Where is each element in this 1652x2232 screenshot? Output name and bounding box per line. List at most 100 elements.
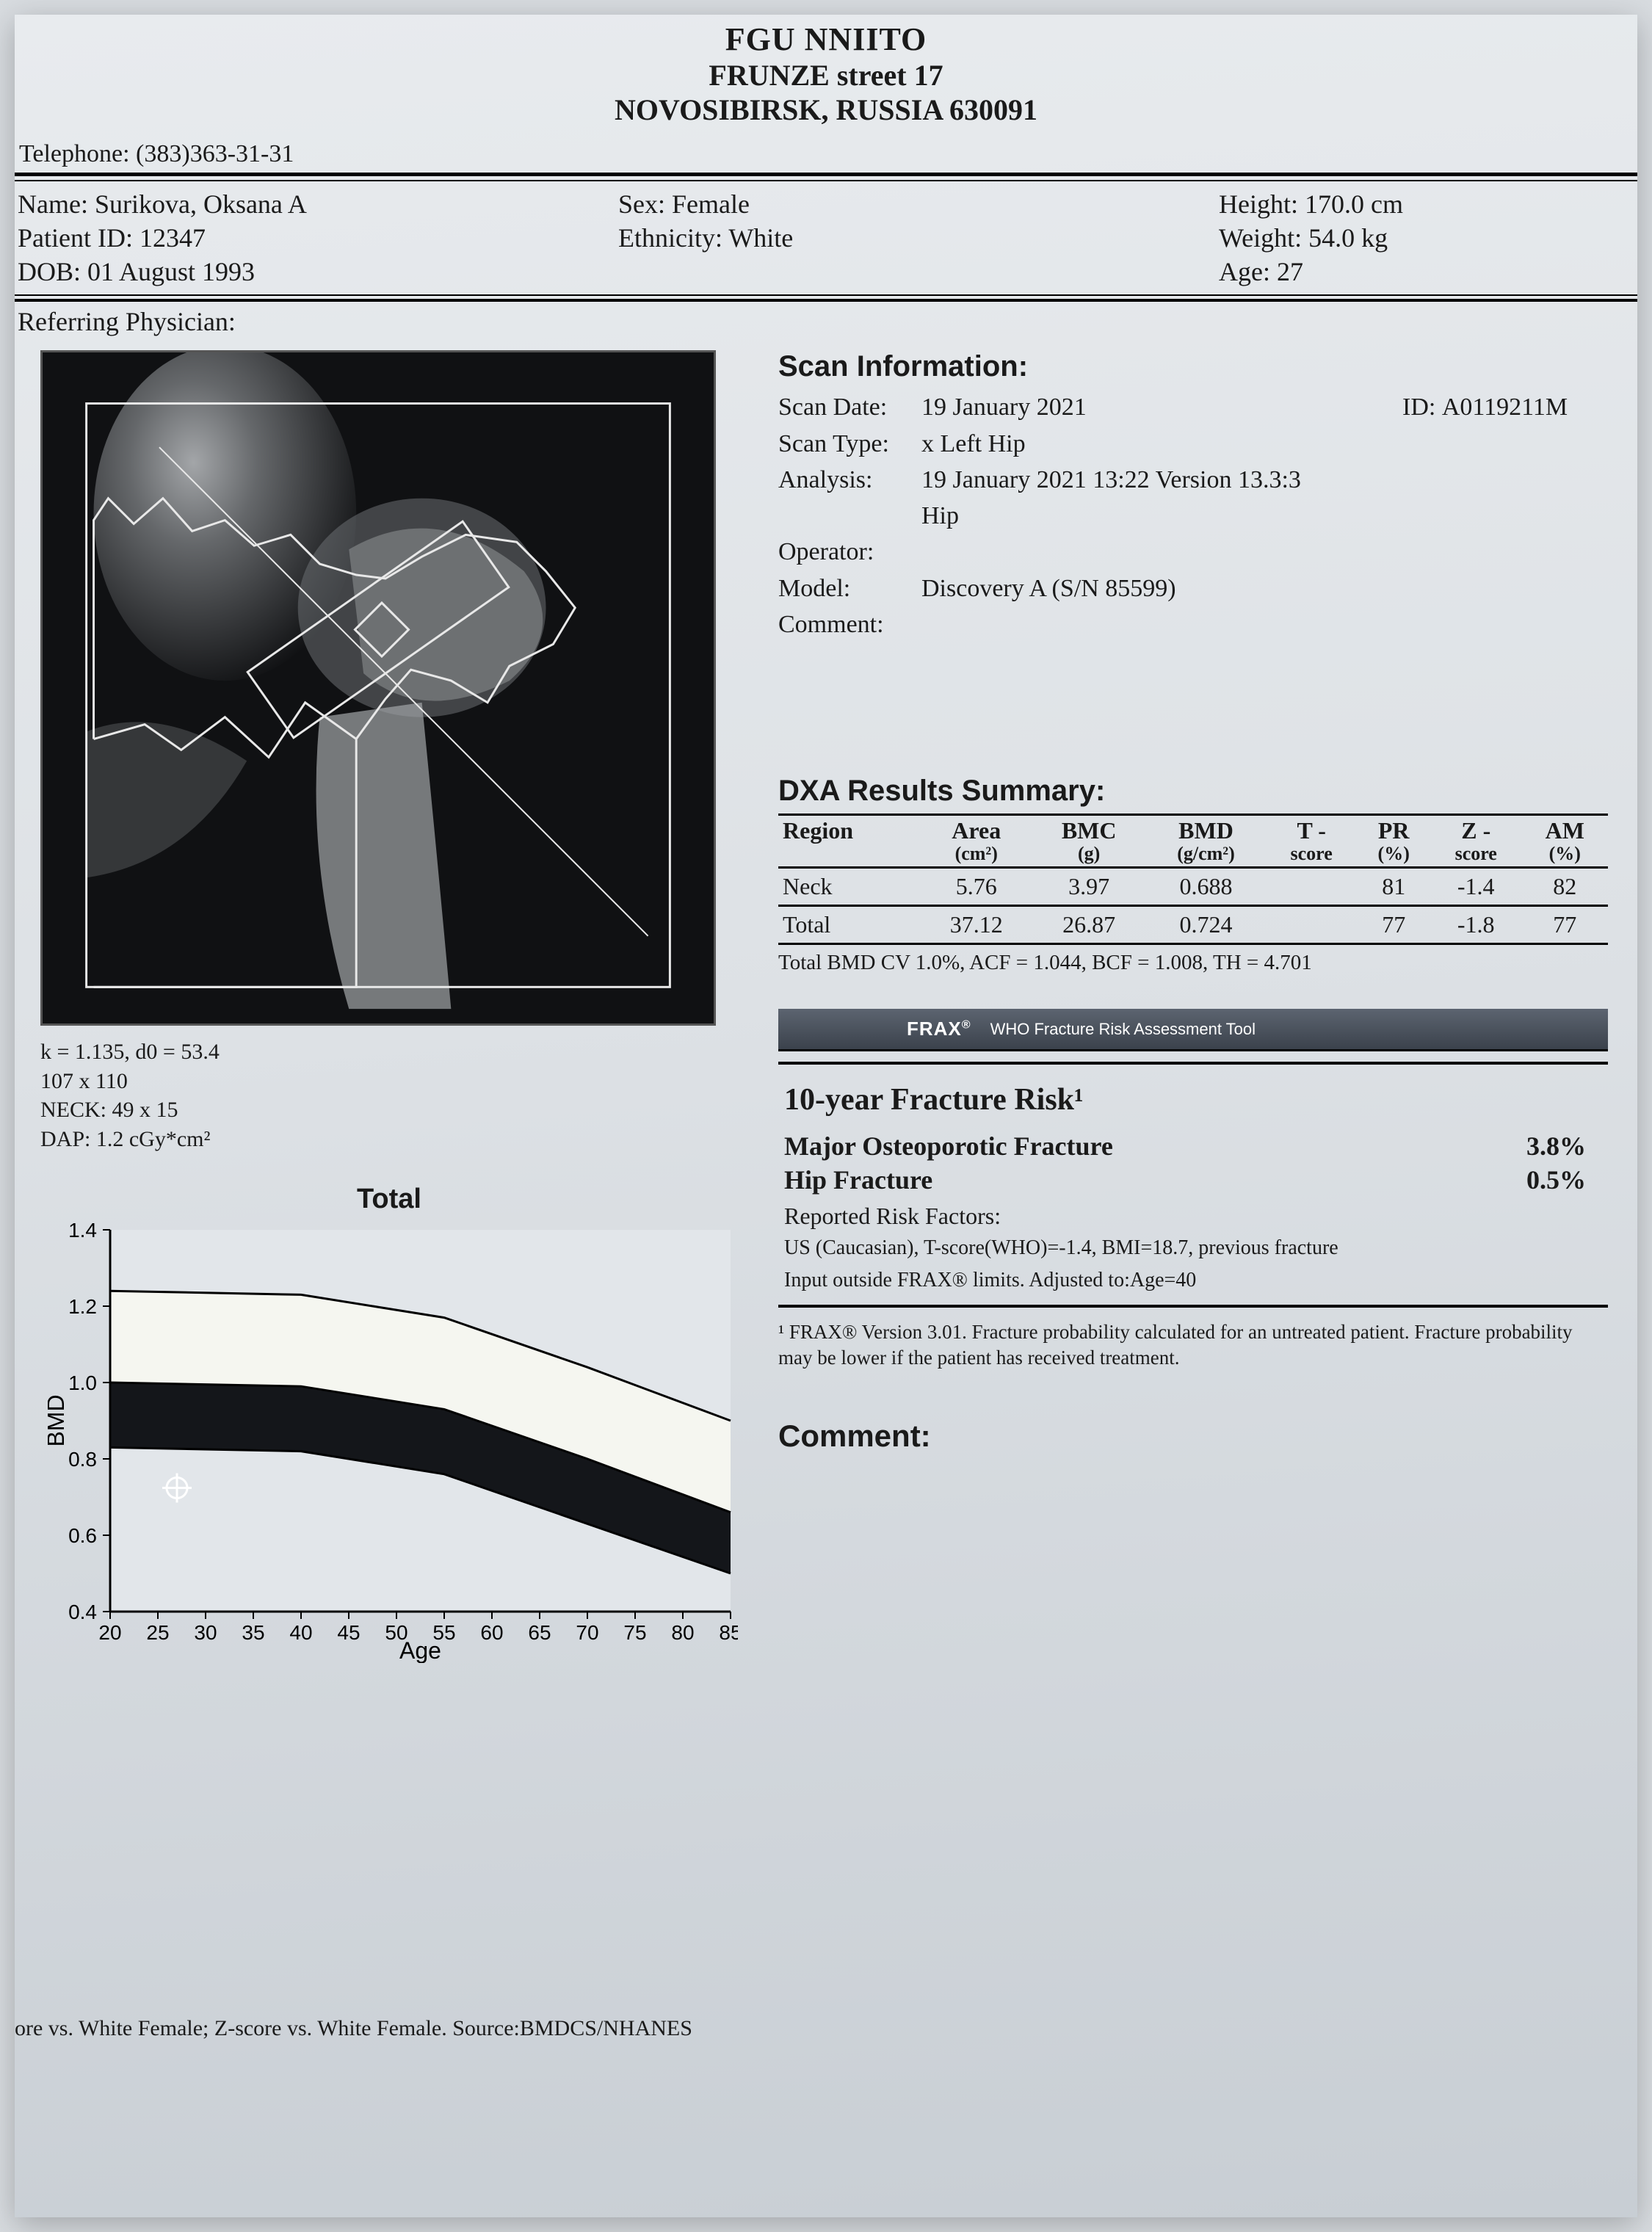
dxa-scan-image xyxy=(40,350,716,1026)
svg-text:70: 70 xyxy=(576,1621,598,1644)
frax-adjust: Input outside FRAX® limits. Adjusted to:… xyxy=(784,1267,1586,1294)
operator-label: Operator: xyxy=(778,534,921,570)
frax-label: Major Osteoporotic Fracture xyxy=(784,1131,1476,1162)
frax-value: 0.5% xyxy=(1476,1164,1586,1195)
patient-sex: Sex: Female xyxy=(618,187,1219,221)
svg-text:40: 40 xyxy=(289,1621,312,1644)
telephone: Telephone: (383)363-31-31 xyxy=(15,140,1637,168)
city: NOVOSIBIRSK, RUSSIA 630091 xyxy=(15,93,1637,127)
scan-info: Scan Date: 19 January 2021 ID: A0119211M… xyxy=(778,389,1608,642)
patient-id: Patient ID: 12347 xyxy=(18,221,618,255)
svg-text:0.4: 0.4 xyxy=(68,1601,97,1623)
scan-date-label: Scan Date: xyxy=(778,389,921,425)
svg-text:25: 25 xyxy=(146,1621,169,1644)
svg-text:65: 65 xyxy=(528,1621,551,1644)
frax-subtitle: WHO Fracture Risk Assessment Tool xyxy=(990,1020,1256,1039)
dxa-cell xyxy=(1266,868,1358,906)
frax-header: FRAX® WHO Fracture Risk Assessment Tool xyxy=(778,1009,1608,1051)
dxa-col-area: Area(cm²) xyxy=(921,815,1032,868)
dxa-cell: Neck xyxy=(778,868,921,906)
frax-title: 10-year Fracture Risk¹ xyxy=(784,1082,1586,1117)
dxa-cell: 82 xyxy=(1522,868,1608,906)
dxa-table: RegionArea(cm²)BMC(g)BMD(g/cm²)T -scoreP… xyxy=(778,814,1608,945)
analysis-value: 19 January 2021 13:22 Version 13.3:3 xyxy=(921,462,1608,498)
frax-note: ¹ FRAX® Version 3.01. Fracture probabili… xyxy=(778,1319,1608,1371)
bmd-age-chart: 0.40.60.81.01.21.42025303540455055606570… xyxy=(48,1222,738,1669)
scan-id: A0119211M xyxy=(1442,394,1568,421)
patient-weight: Weight: 54.0 kg xyxy=(1219,221,1571,255)
model-value: Discovery A (S/N 85599) xyxy=(921,570,1608,606)
svg-text:30: 30 xyxy=(194,1621,217,1644)
scan-type-label: Scan Type: xyxy=(778,426,921,462)
frax-row: Hip Fracture0.5% xyxy=(784,1164,1586,1195)
dxa-cell: 77 xyxy=(1522,906,1608,944)
svg-text:BMD: BMD xyxy=(48,1394,69,1446)
svg-text:1.4: 1.4 xyxy=(68,1222,97,1242)
dxa-cell: -1.8 xyxy=(1430,906,1522,944)
svg-text:20: 20 xyxy=(98,1621,121,1644)
dxa-cell: 0.724 xyxy=(1146,906,1266,944)
scan-type: x Left Hip xyxy=(921,426,1608,462)
svg-text:1.2: 1.2 xyxy=(68,1295,97,1318)
divider xyxy=(15,173,1637,181)
comment-heading: Comment: xyxy=(778,1418,1608,1454)
patient-name: Name: Surikova, Oksana A xyxy=(18,187,618,221)
note-neck: NECK: 49 x 15 xyxy=(40,1095,738,1125)
analysis-sub: Hip xyxy=(921,498,1608,534)
patient-age: Age: 27 xyxy=(1219,255,1571,289)
svg-text:35: 35 xyxy=(242,1621,264,1644)
dxa-cell: Total xyxy=(778,906,921,944)
note-dap: DAP: 1.2 cGy*cm² xyxy=(40,1125,738,1154)
scan-comment-label: Comment: xyxy=(778,606,921,642)
dxa-col-bmc: BMC(g) xyxy=(1032,815,1146,868)
svg-text:Age: Age xyxy=(399,1637,441,1663)
dxa-footer: Total BMD CV 1.0%, ACF = 1.044, BCF = 1.… xyxy=(778,951,1608,975)
dxa-cell: -1.4 xyxy=(1430,868,1522,906)
dxa-col-z: Z -score xyxy=(1430,815,1522,868)
scan-notes: k = 1.135, d0 = 53.4 107 x 110 NECK: 49 … xyxy=(40,1037,738,1153)
dxa-summary-heading: DXA Results Summary: xyxy=(778,775,1608,808)
frax-reported-value: US (Caucasian), T-score(WHO)=-1.4, BMI=1… xyxy=(784,1234,1586,1262)
street: FRUNZE street 17 xyxy=(15,58,1637,93)
frax-value: 3.8% xyxy=(1476,1131,1586,1162)
dxa-cell: 3.97 xyxy=(1032,868,1146,906)
frax-box: 10-year Fracture Risk¹ Major Osteoporoti… xyxy=(778,1068,1608,1302)
dxa-col-bmd: BMD(g/cm²) xyxy=(1146,815,1266,868)
frax-row: Major Osteoporotic Fracture3.8% xyxy=(784,1131,1586,1162)
scan-info-heading: Scan Information: xyxy=(778,350,1608,383)
svg-text:0.8: 0.8 xyxy=(68,1448,97,1471)
note-k: k = 1.135, d0 = 53.4 xyxy=(40,1037,738,1067)
scan-id-label: ID: xyxy=(1402,394,1435,421)
dxa-cell xyxy=(1266,906,1358,944)
footer-source: ore vs. White Female; Z-score vs. White … xyxy=(15,2016,692,2041)
dxa-cell: 81 xyxy=(1357,868,1430,906)
dxa-col-am: AM(%) xyxy=(1522,815,1608,868)
dxa-cell: 0.688 xyxy=(1146,868,1266,906)
dxa-col-t: T -score xyxy=(1266,815,1358,868)
institution: FGU NNIITO xyxy=(15,21,1637,58)
dxa-cell: 5.76 xyxy=(921,868,1032,906)
dxa-cell: 77 xyxy=(1357,906,1430,944)
frax-logo: FRAX® xyxy=(907,1018,971,1040)
svg-text:85: 85 xyxy=(719,1621,738,1644)
note-dim: 107 x 110 xyxy=(40,1067,738,1096)
patient-ethnicity: Ethnicity: White xyxy=(618,221,1219,255)
dxa-cell: 37.12 xyxy=(921,906,1032,944)
frax-label: Hip Fracture xyxy=(784,1164,1476,1195)
svg-text:0.6: 0.6 xyxy=(68,1524,97,1547)
svg-text:60: 60 xyxy=(480,1621,503,1644)
dxa-col-pr: PR(%) xyxy=(1357,815,1430,868)
scan-date: 19 January 2021 xyxy=(921,389,1402,425)
dxa-cell: 26.87 xyxy=(1032,906,1146,944)
dxa-col-region: Region xyxy=(778,815,921,868)
svg-text:80: 80 xyxy=(671,1621,694,1644)
patient-dob: DOB: 01 August 1993 xyxy=(18,255,618,289)
svg-text:75: 75 xyxy=(623,1621,646,1644)
frax-reported-label: Reported Risk Factors: xyxy=(784,1203,1586,1230)
chart-title: Total xyxy=(40,1184,738,1215)
svg-text:1.0: 1.0 xyxy=(68,1372,97,1394)
referring-physician: Referring Physician: xyxy=(15,306,1637,337)
model-label: Model: xyxy=(778,570,921,606)
divider xyxy=(15,294,1637,302)
svg-text:45: 45 xyxy=(337,1621,360,1644)
